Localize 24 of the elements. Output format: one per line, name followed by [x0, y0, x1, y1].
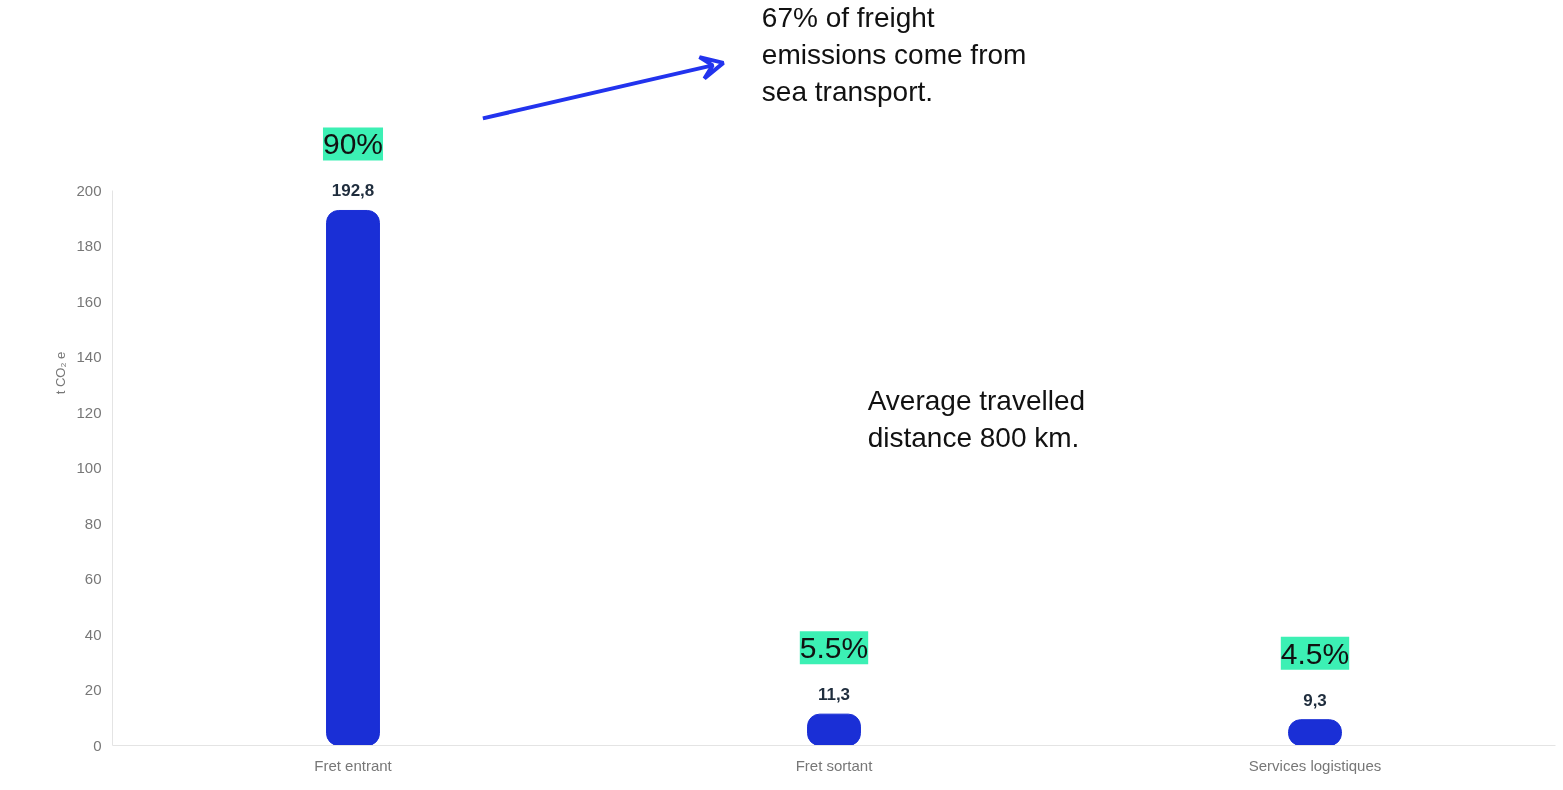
y-tick-label: 100	[76, 459, 102, 476]
y-tick-label: 40	[84, 625, 102, 643]
data-label: 9,3	[1303, 690, 1327, 710]
bar	[326, 209, 380, 746]
annotation: 4.5%	[1280, 636, 1350, 670]
y-tick-label: 180	[76, 237, 102, 254]
annotation: Average travelled distance 800 km.	[867, 384, 1086, 453]
y-tick-label: 200	[76, 181, 102, 199]
x-tick-label: Fret sortant	[795, 756, 874, 774]
y-tick-label: 60	[84, 570, 102, 587]
y-tick-label: 140	[76, 348, 102, 365]
data-label: 11,3	[817, 685, 851, 705]
y-tick-label: 160	[76, 292, 102, 310]
y-axis-title: t CO₂ e	[53, 351, 69, 395]
annotation: 5.5%	[799, 631, 869, 665]
y-tick-label: 80	[84, 514, 102, 532]
y-tick-label: 20	[84, 681, 102, 698]
data-label: 192,8	[331, 181, 375, 201]
x-tick-label: Services logistiques	[1248, 756, 1382, 774]
y-tick-label: 120	[76, 403, 102, 421]
text: 67% of freight emissions come from sea transport.	[761, 1, 1027, 108]
annotation: 90%	[322, 127, 384, 161]
y-tick-label: 0	[93, 736, 102, 754]
x-tick-label: Fret entrant	[314, 756, 393, 774]
